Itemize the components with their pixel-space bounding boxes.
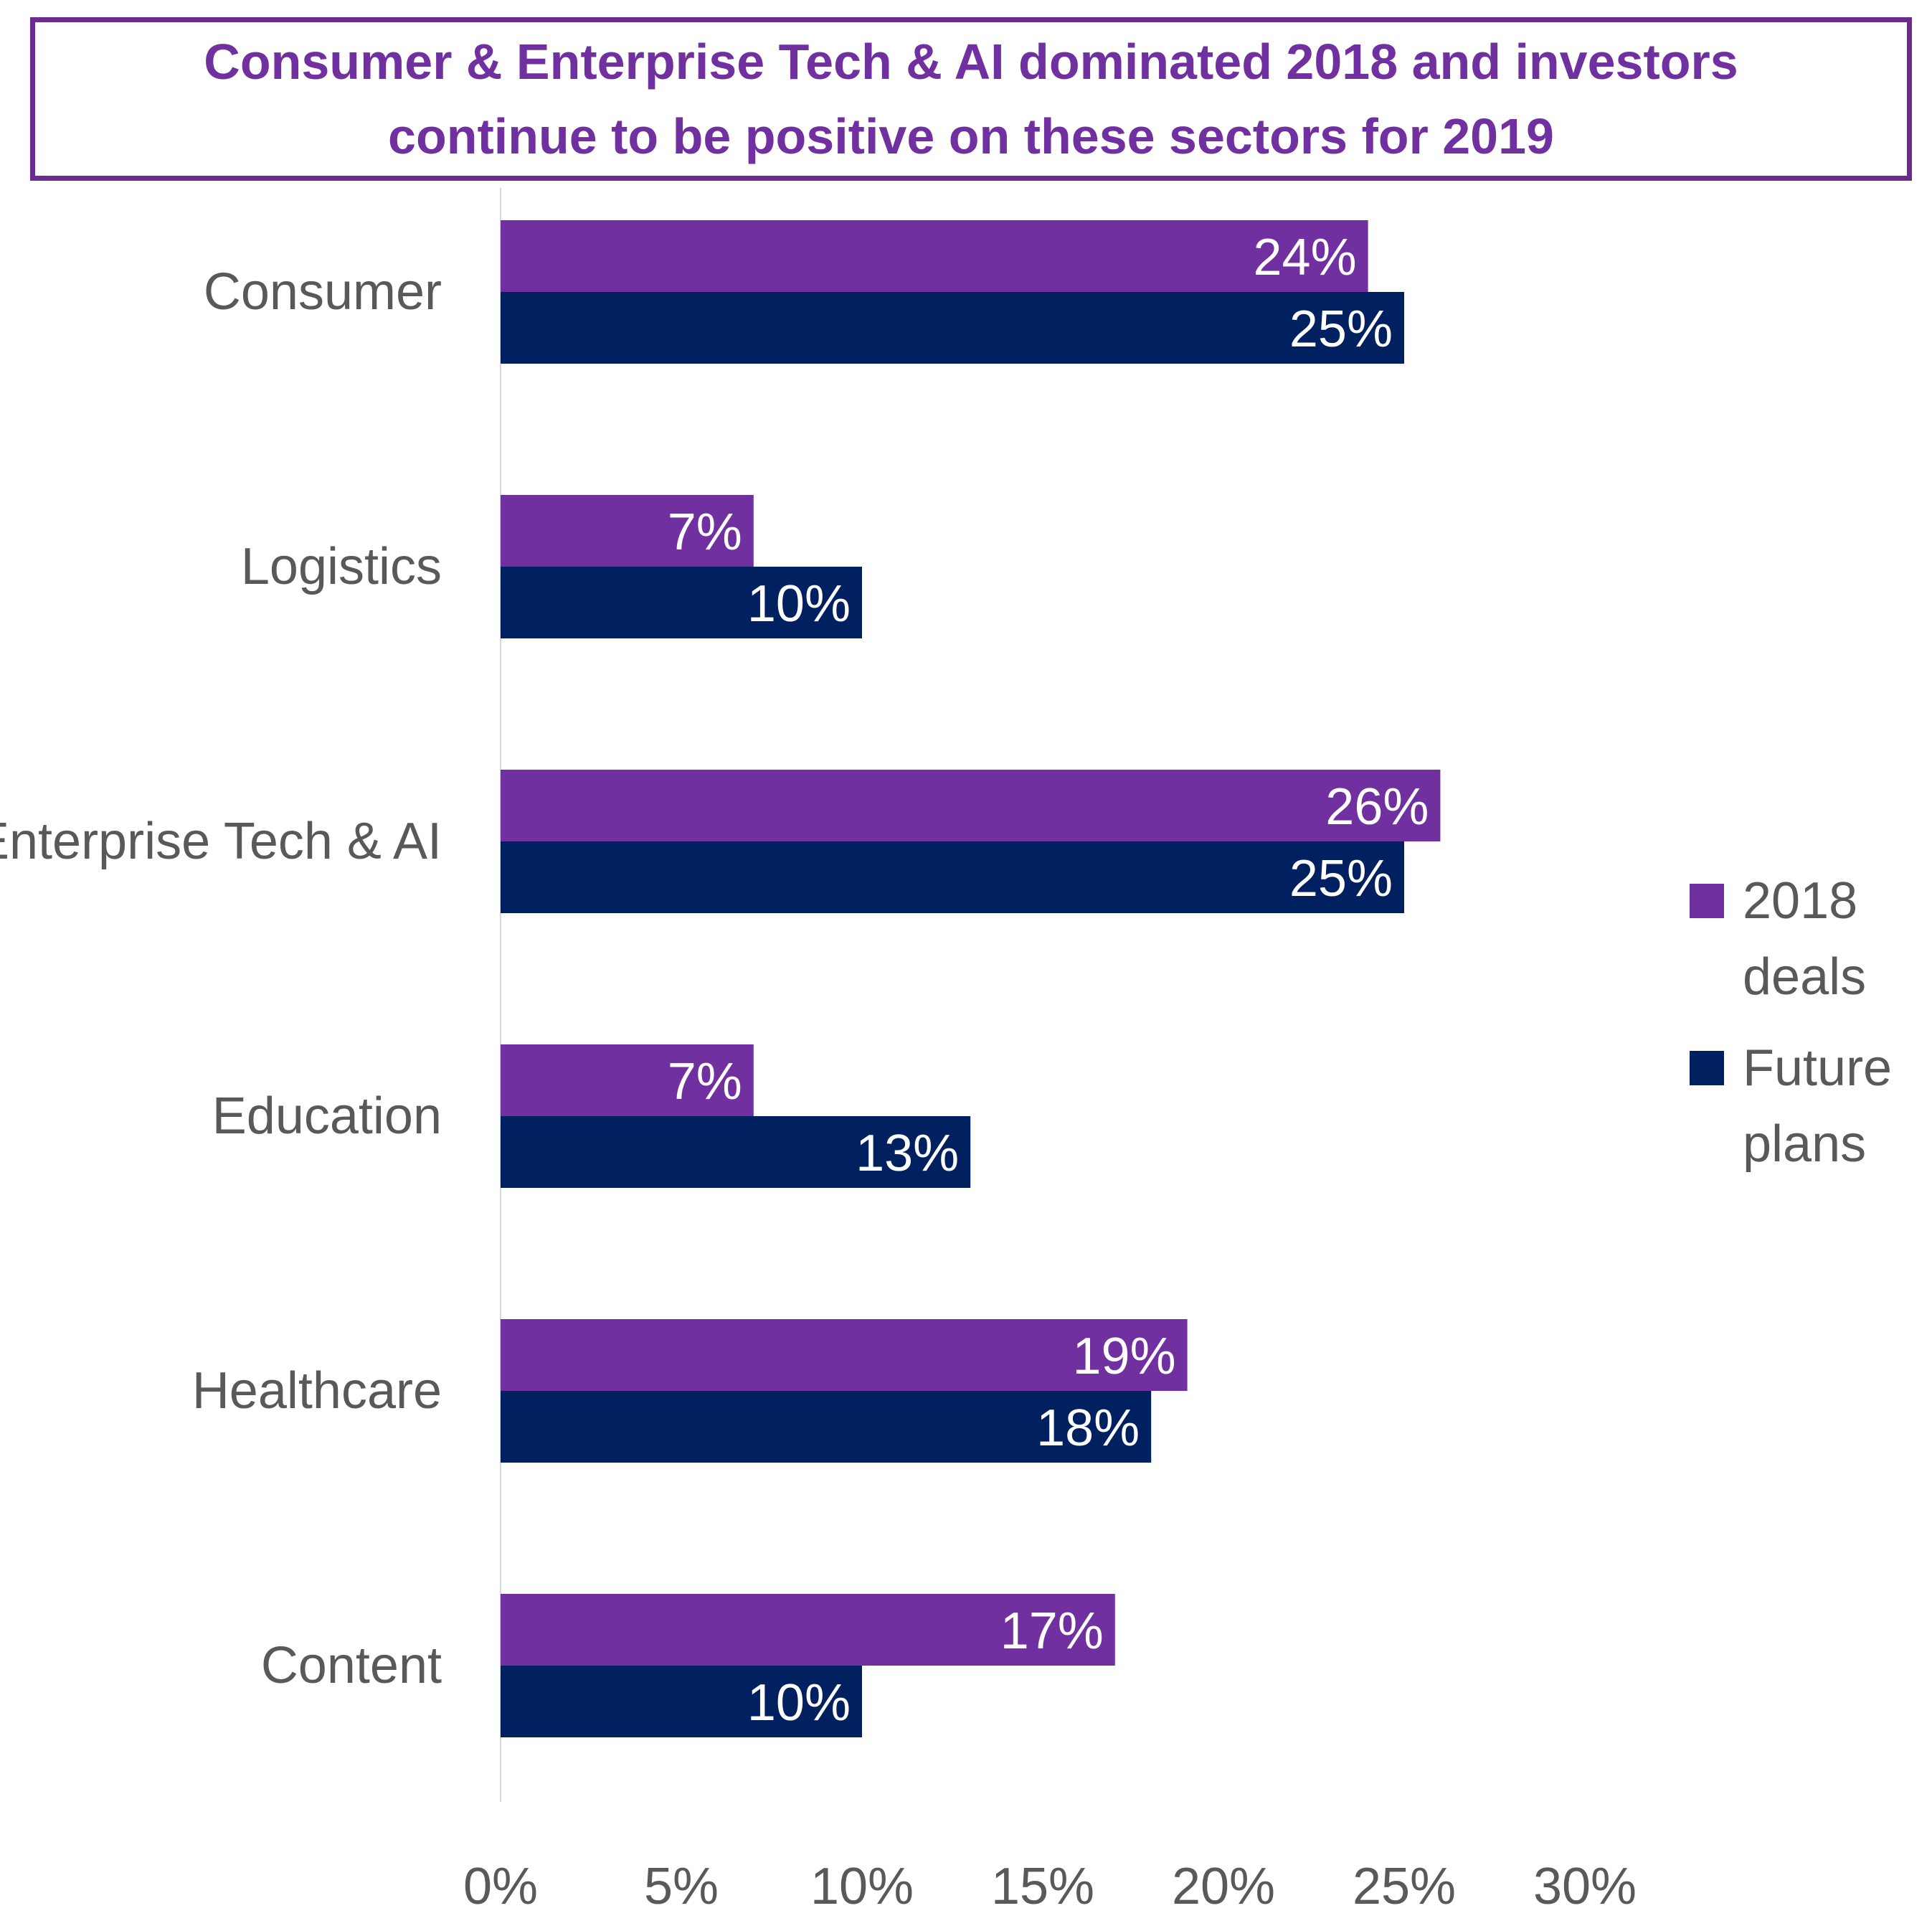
legend-label: plans — [1743, 1115, 1866, 1173]
data-label: 25% — [1289, 301, 1393, 358]
data-label: 25% — [1289, 850, 1393, 907]
legend-swatch — [1690, 1051, 1724, 1085]
data-label: 7% — [668, 504, 742, 561]
bar-series-2 — [501, 841, 1404, 913]
x-tick-label: 15% — [991, 1858, 1094, 1915]
legend-label: Future — [1743, 1039, 1892, 1097]
data-label: 26% — [1325, 778, 1429, 836]
bar-series-1 — [501, 1044, 754, 1116]
data-label: 18% — [1036, 1399, 1140, 1457]
data-label: 13% — [856, 1125, 959, 1182]
data-label: 19% — [1072, 1328, 1175, 1385]
bar-series-1 — [501, 770, 1441, 841]
legend-label: 2018 — [1743, 872, 1857, 930]
category-label: Enterprise Tech & AI — [0, 813, 442, 870]
data-label: 17% — [1000, 1602, 1104, 1660]
x-tick-label: 10% — [810, 1858, 914, 1915]
x-tick-label: 25% — [1353, 1858, 1456, 1915]
x-tick-label: 30% — [1533, 1858, 1637, 1915]
category-label: Logistics — [241, 538, 442, 595]
category-label: Consumer — [204, 263, 442, 321]
x-tick-label: 20% — [1172, 1858, 1275, 1915]
bar-series-2 — [501, 1116, 971, 1188]
data-label: 10% — [747, 575, 851, 633]
bar-series-1 — [501, 1319, 1188, 1391]
chart-title-line-1: Consumer & Enterprise Tech & AI dominate… — [204, 34, 1738, 90]
x-tick-label: 0% — [463, 1858, 538, 1915]
chart-title-box: Consumer & Enterprise Tech & AI dominate… — [30, 17, 1912, 181]
bar-series-1 — [501, 495, 754, 567]
legend-swatch — [1690, 884, 1724, 918]
chart-title-line-2: continue to be positive on these sectors… — [388, 108, 1554, 164]
x-tick-label: 5% — [644, 1858, 719, 1915]
category-label: Healthcare — [192, 1362, 442, 1420]
data-label: 24% — [1253, 229, 1356, 286]
bar-series-2 — [501, 292, 1404, 364]
bar-series-2 — [501, 1666, 862, 1737]
data-label: 7% — [668, 1053, 742, 1110]
bar-series-1 — [501, 220, 1368, 292]
category-label: Education — [212, 1087, 442, 1145]
bar-series-2 — [501, 567, 862, 638]
data-label: 10% — [747, 1674, 851, 1732]
bar-series-1 — [501, 1594, 1115, 1666]
legend-label: deals — [1743, 948, 1866, 1006]
bar-series-2 — [501, 1391, 1152, 1463]
category-label: Content — [261, 1637, 442, 1694]
